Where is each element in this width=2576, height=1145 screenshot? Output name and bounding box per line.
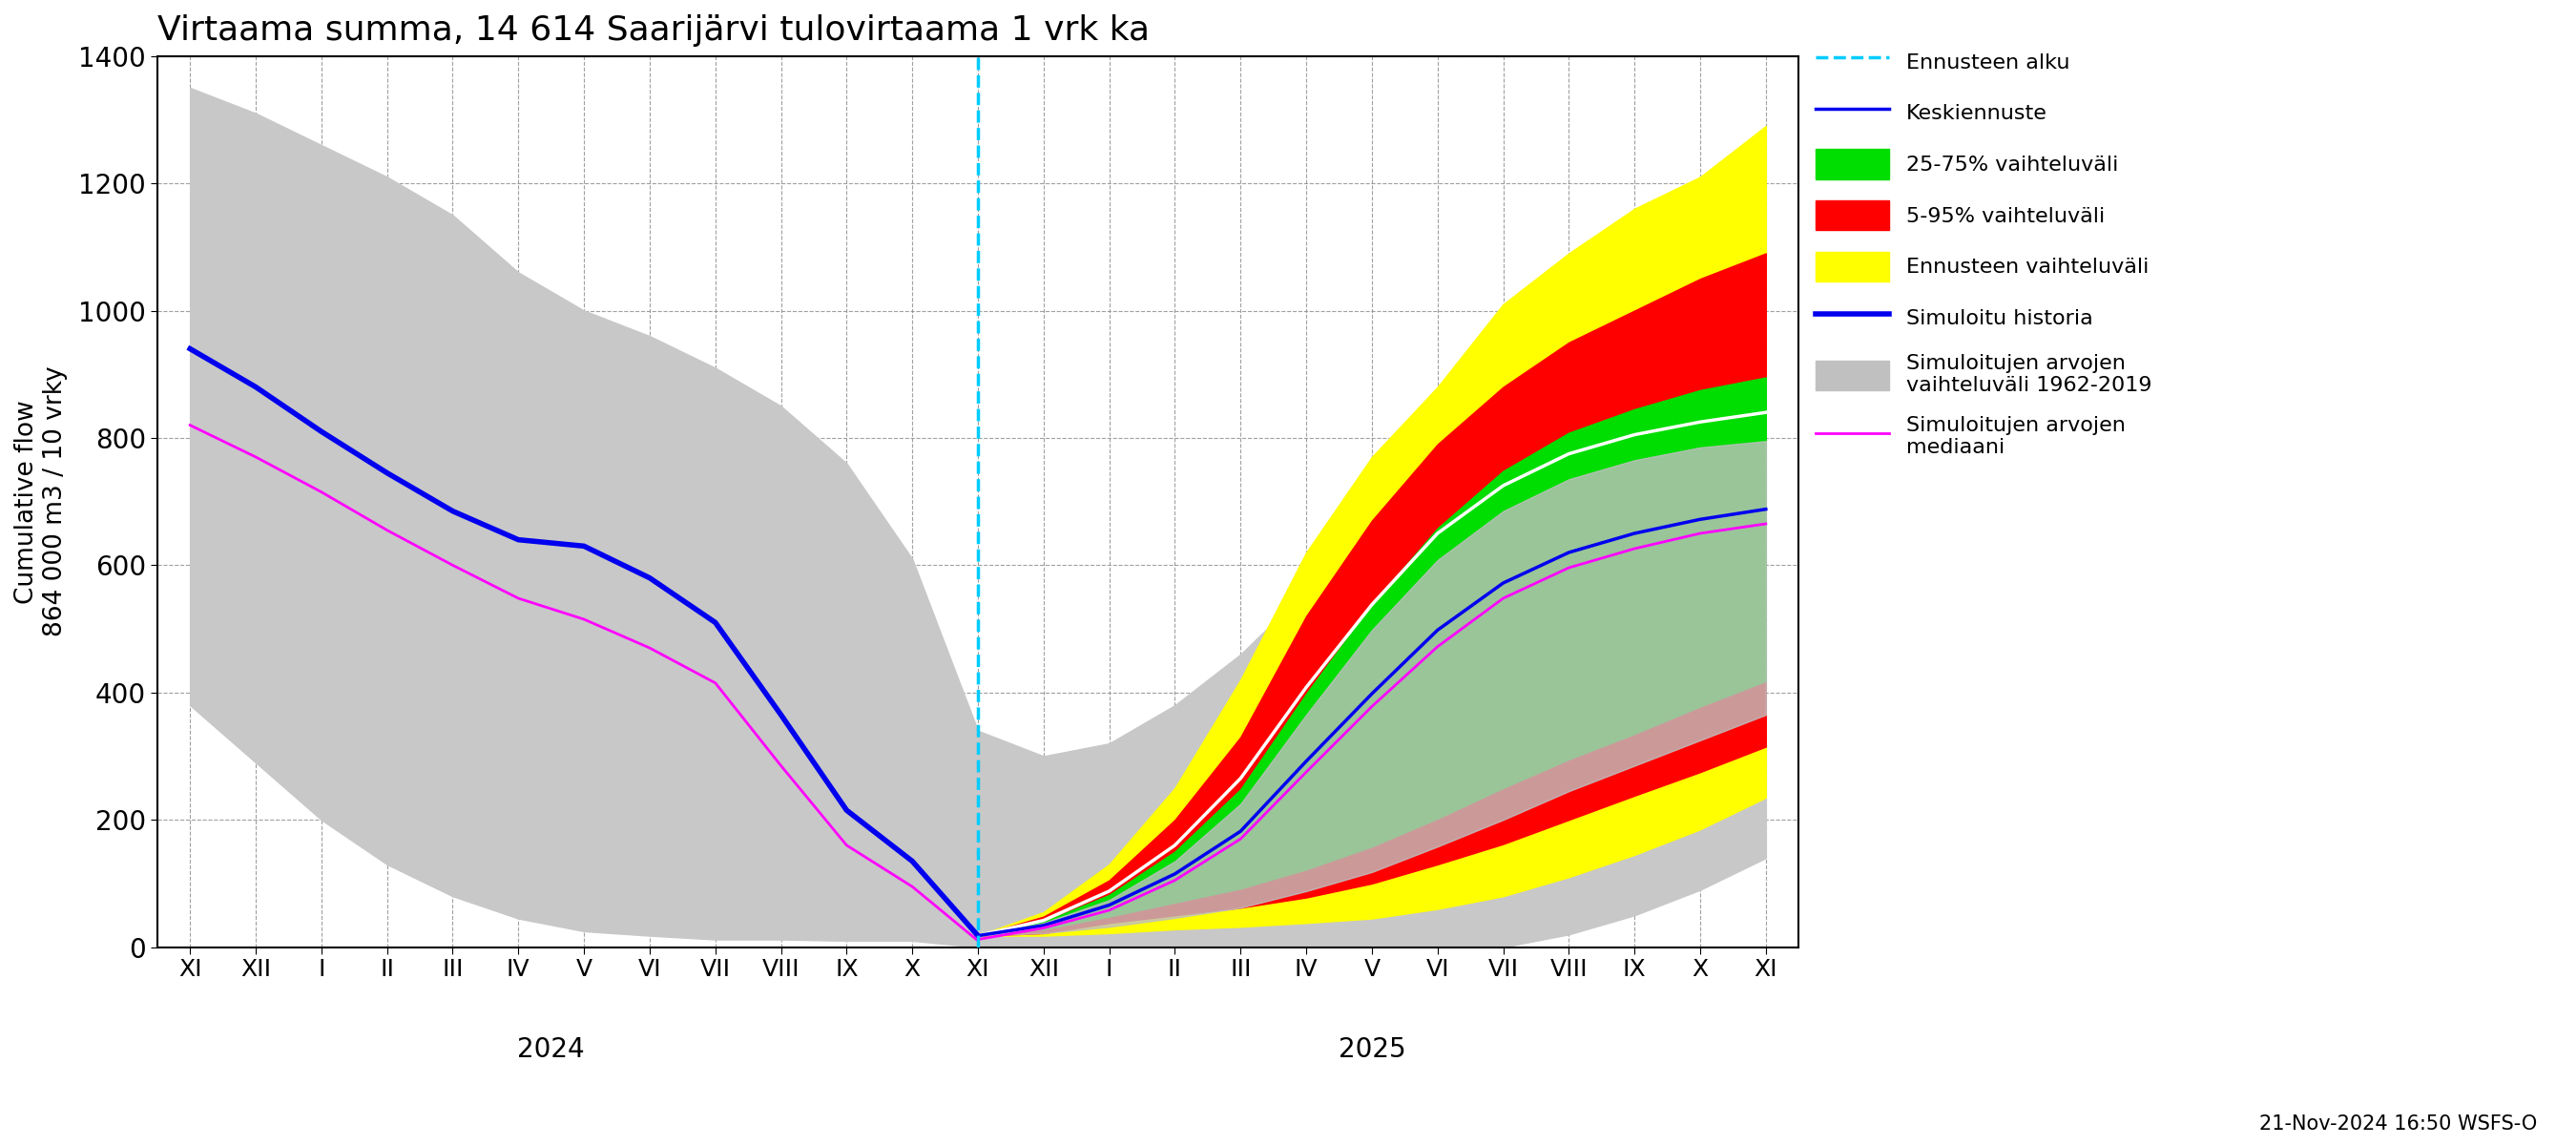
- Text: 2024: 2024: [518, 1036, 585, 1063]
- Text: 21-Nov-2024 16:50 WSFS-O: 21-Nov-2024 16:50 WSFS-O: [2259, 1114, 2537, 1134]
- Text: Virtaama summa, 14 614 Saarijärvi tulovirtaama 1 vrk ka: Virtaama summa, 14 614 Saarijärvi tulovi…: [157, 14, 1149, 47]
- Y-axis label: Cumulative flow
864 000 m3 / 10 vrky: Cumulative flow 864 000 m3 / 10 vrky: [15, 366, 67, 637]
- Text: 2025: 2025: [1337, 1036, 1406, 1063]
- Legend: Ennusteen alku, Keskiennuste, 25-75% vaihteluväli, 5-95% vaihteluväli, Ennusteen: Ennusteen alku, Keskiennuste, 25-75% vai…: [1806, 38, 2161, 466]
